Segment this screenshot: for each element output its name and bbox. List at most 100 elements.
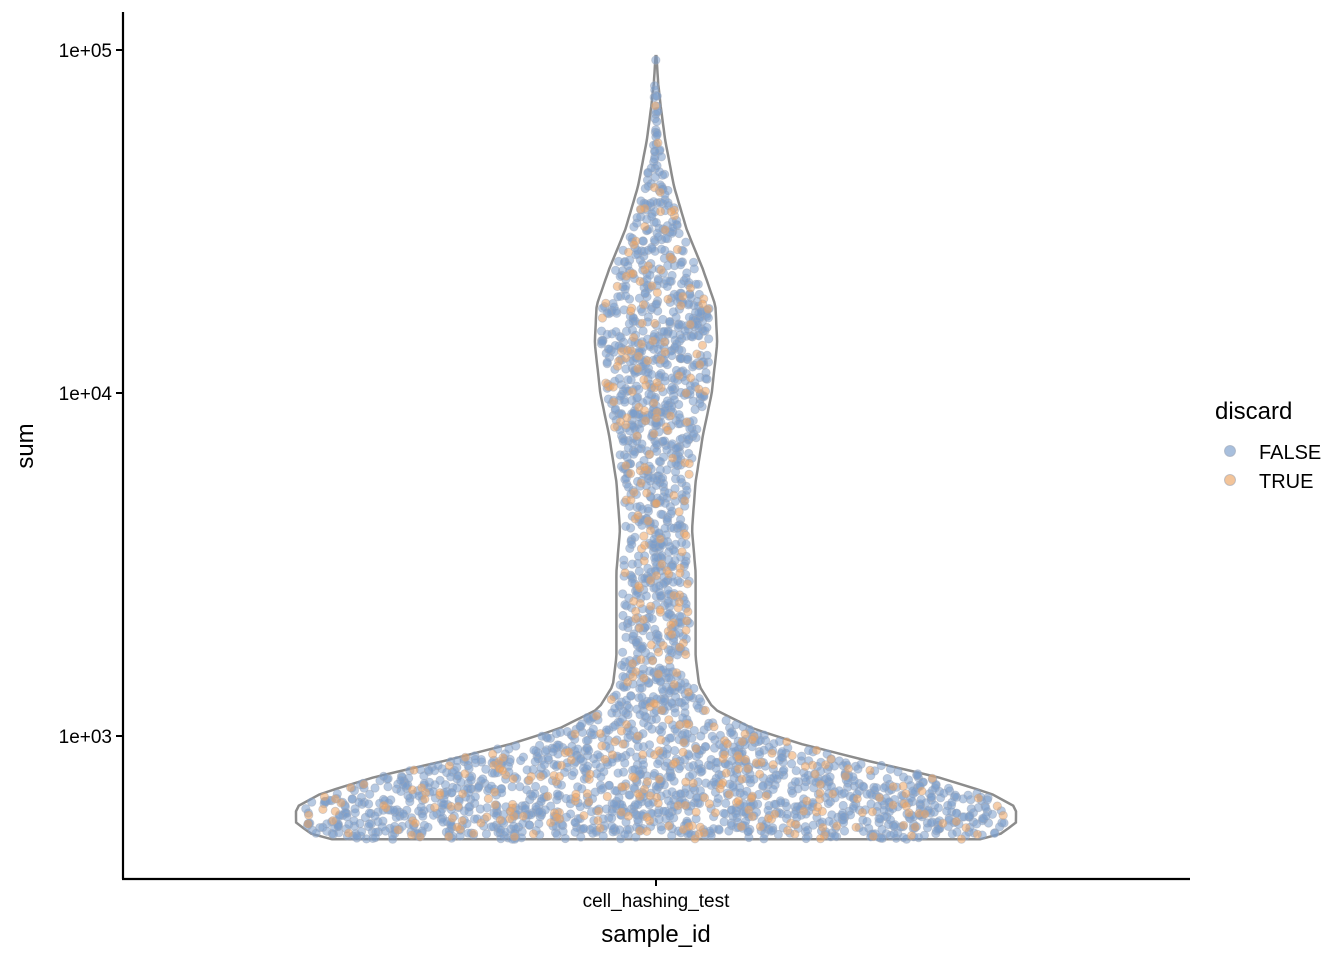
data-point-true xyxy=(649,398,659,408)
data-point-false xyxy=(803,745,814,756)
data-point-true xyxy=(409,765,419,775)
data-point-true xyxy=(938,818,948,829)
data-point-false xyxy=(621,326,632,336)
data-point-true xyxy=(700,705,710,716)
data-point-true xyxy=(756,757,767,768)
data-point-false xyxy=(776,752,787,763)
data-point-true xyxy=(627,387,637,397)
data-point-true xyxy=(582,788,592,799)
data-point-false xyxy=(598,783,608,794)
data-point-false xyxy=(701,373,711,384)
data-point-true xyxy=(318,804,328,815)
data-point-false xyxy=(707,731,717,741)
data-point-true xyxy=(737,774,747,784)
data-point-false xyxy=(689,264,699,274)
data-point-true xyxy=(621,271,631,281)
data-point-true xyxy=(636,654,646,665)
data-point-false xyxy=(534,806,544,817)
data-point-true xyxy=(736,822,746,832)
data-point-true xyxy=(840,771,851,781)
data-point-false xyxy=(826,781,837,792)
data-point-false xyxy=(632,218,642,228)
data-point-false xyxy=(418,811,428,821)
data-point-true xyxy=(393,825,403,835)
data-point-true xyxy=(498,753,508,763)
data-point-false xyxy=(344,819,354,830)
data-point-true xyxy=(681,625,691,636)
data-point-true xyxy=(621,460,631,471)
data-point-true xyxy=(680,496,690,506)
data-point-true xyxy=(546,818,556,828)
data-point-true xyxy=(415,832,425,842)
data-point-false xyxy=(838,800,848,811)
data-point-true xyxy=(639,556,649,566)
data-point-true xyxy=(593,806,604,816)
data-point-true xyxy=(417,783,427,793)
data-point-false xyxy=(579,823,589,834)
data-point-true xyxy=(633,731,643,741)
data-point-true xyxy=(843,764,854,774)
data-point-true xyxy=(468,828,479,839)
data-point-true xyxy=(444,761,454,771)
data-point-true xyxy=(676,300,686,311)
data-point-true xyxy=(699,793,710,803)
data-point-true xyxy=(646,601,656,611)
data-point-true xyxy=(638,750,648,760)
data-point-true xyxy=(675,642,685,652)
data-point-true xyxy=(566,755,577,765)
data-point-true xyxy=(684,469,694,479)
data-point-true xyxy=(721,768,731,778)
data-point-true xyxy=(704,799,715,809)
data-point-false xyxy=(641,591,651,601)
data-point-true xyxy=(460,752,470,763)
data-point-true xyxy=(636,339,647,349)
data-point-false xyxy=(470,754,480,765)
data-point-false xyxy=(653,759,663,769)
data-point-true xyxy=(755,822,766,832)
data-point-true xyxy=(552,812,562,823)
data-point-false xyxy=(675,789,685,799)
data-point-false xyxy=(613,292,623,302)
data-point-true xyxy=(678,291,688,301)
data-point-false xyxy=(638,326,648,336)
data-point-true xyxy=(638,299,649,310)
data-point-false xyxy=(651,299,661,310)
data-point-true xyxy=(961,823,971,833)
data-point-false xyxy=(647,212,657,222)
data-point-true xyxy=(657,559,667,569)
data-point-false xyxy=(713,793,723,804)
data-point-false xyxy=(570,827,580,837)
data-point-false xyxy=(624,319,635,329)
data-point-true xyxy=(755,769,765,779)
data-point-false xyxy=(591,759,601,769)
data-point-true xyxy=(719,750,730,760)
data-point-true xyxy=(637,318,647,328)
data-point-true xyxy=(815,788,825,798)
legend: discard FALSE TRUE xyxy=(1215,398,1321,493)
data-point-true xyxy=(444,831,454,842)
data-point-true xyxy=(956,834,967,844)
points-layer xyxy=(301,55,1009,844)
data-point-false xyxy=(643,721,653,731)
data-point-false xyxy=(866,799,876,809)
data-point-false xyxy=(654,581,665,591)
data-point-true xyxy=(642,776,653,787)
data-point-false xyxy=(588,724,598,734)
data-point-false xyxy=(625,747,635,757)
data-point-false xyxy=(618,621,628,631)
data-point-true xyxy=(652,287,662,298)
data-point-false xyxy=(697,766,707,776)
data-point-false xyxy=(396,775,406,786)
data-point-true xyxy=(666,207,676,217)
data-point-false xyxy=(682,268,692,278)
data-point-false xyxy=(482,803,492,813)
data-point-false xyxy=(383,782,393,792)
data-point-false xyxy=(602,357,612,367)
data-point-false xyxy=(633,799,643,810)
data-point-true xyxy=(593,815,603,826)
data-point-false xyxy=(670,708,680,718)
data-point-false xyxy=(398,809,408,819)
data-point-false xyxy=(583,761,593,771)
data-point-false xyxy=(625,790,635,800)
data-point-true xyxy=(379,800,389,811)
